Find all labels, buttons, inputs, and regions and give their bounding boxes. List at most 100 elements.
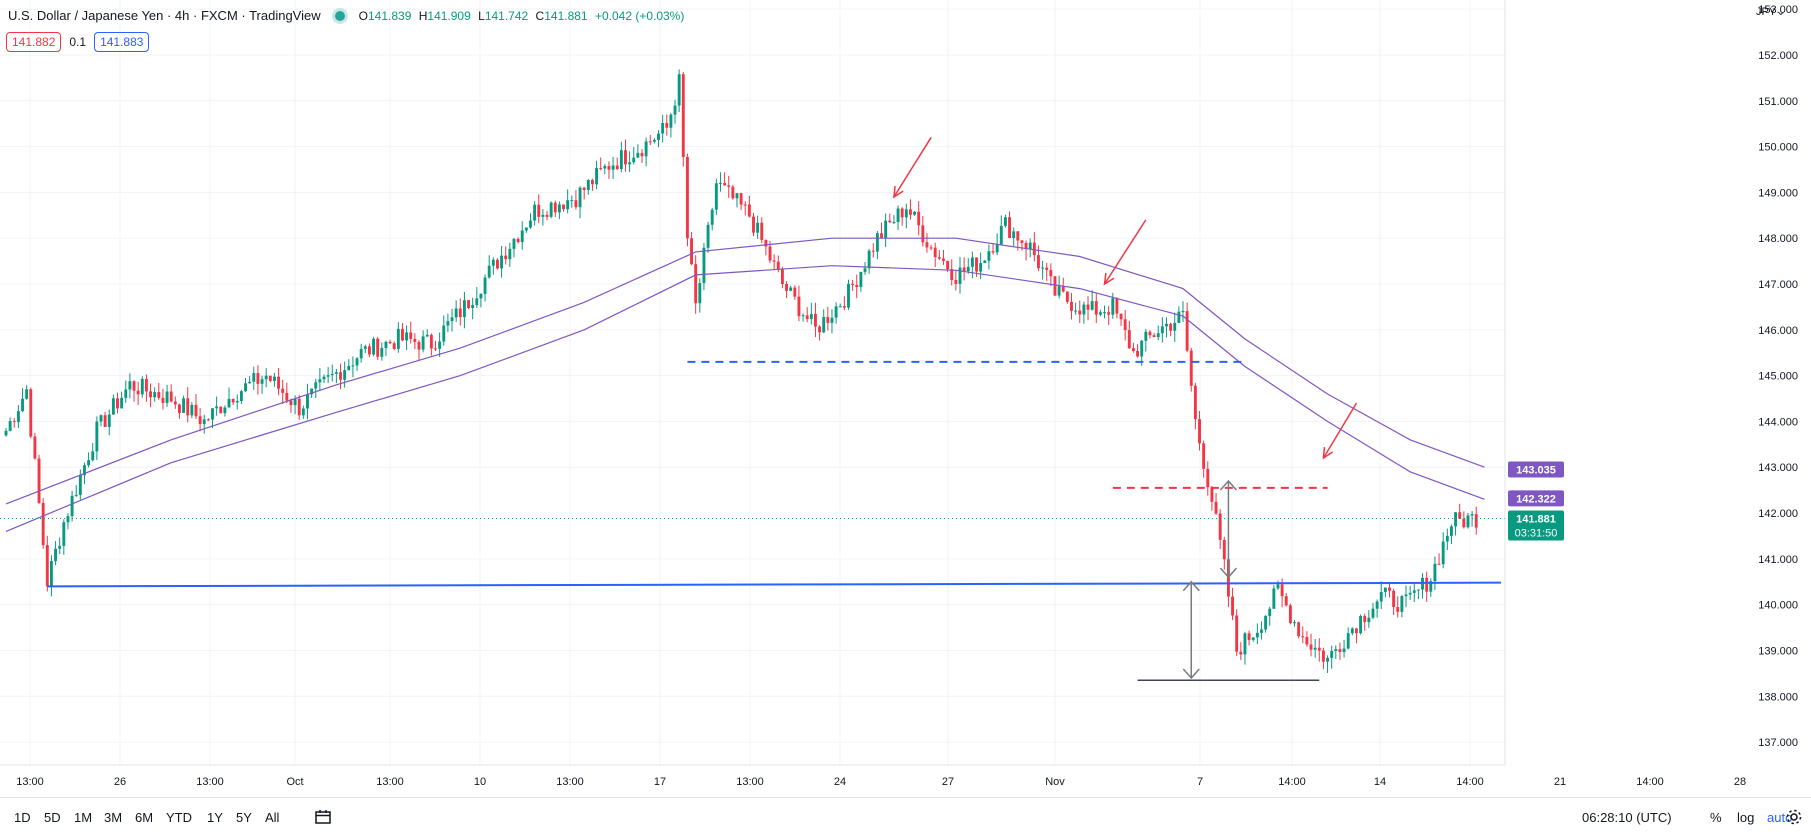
measure-arrow-head	[1182, 580, 1200, 592]
range-3m-button[interactable]: 3M	[104, 810, 123, 825]
candle-body	[1016, 231, 1020, 241]
candle-body	[231, 398, 235, 403]
candle-body	[970, 257, 974, 267]
candle-body	[636, 152, 640, 158]
candle-body	[958, 267, 962, 284]
time-tick-label: 13:00	[16, 776, 44, 788]
candle-body	[467, 300, 470, 309]
candle-body	[954, 280, 958, 284]
price-axis[interactable]: 137.000 138.000 139.000 140.000 141.000 142.0…	[1504, 0, 1811, 797]
candle-body	[1115, 298, 1119, 314]
candle-body	[942, 258, 945, 261]
range-1y-button[interactable]: 1Y	[207, 810, 223, 825]
candle-body	[454, 308, 458, 318]
auto-scale-toggle[interactable]: auto	[1767, 810, 1793, 825]
candle-body	[409, 332, 413, 339]
candle-body	[392, 343, 396, 349]
price-tick-label: 147.000	[1758, 279, 1798, 291]
calendar-range-icon[interactable]	[314, 808, 332, 826]
range-ytd-button[interactable]: YTD	[166, 810, 192, 825]
red-arrow	[1103, 219, 1147, 285]
candle-body	[805, 315, 809, 320]
candle-body	[314, 382, 318, 389]
candle-body	[434, 348, 437, 350]
price-tick-label: 141.000	[1758, 554, 1798, 566]
candle-body	[1458, 512, 1462, 519]
candle-body	[1165, 323, 1168, 327]
range-6m-button[interactable]: 6M	[135, 810, 154, 825]
time-axis[interactable]: 13:00 26 13:00 Oct 13:00 10 13:00 17 13:00 24 27 No…	[0, 764, 1746, 788]
candle-body	[264, 375, 268, 380]
measure-arrow-head	[1219, 479, 1237, 491]
candle-body	[640, 152, 644, 157]
range-5d-button[interactable]: 5D	[44, 810, 61, 825]
candle-body	[1350, 628, 1354, 634]
candle-body	[491, 259, 495, 266]
candle-body	[363, 346, 367, 349]
time-tick-label: 7	[1197, 776, 1203, 788]
sell-button[interactable]: 141.882	[6, 32, 62, 52]
log-scale-toggle[interactable]: log	[1737, 810, 1755, 825]
candle-body	[396, 328, 400, 349]
candle-body	[776, 261, 780, 270]
candle-body	[520, 230, 524, 243]
candle-body	[78, 475, 82, 495]
symbol-title[interactable]: U.S. Dollar / Japanese Yen · 4h · FXCM ·…	[8, 8, 321, 23]
countdown-label: 03:31:50	[1515, 528, 1558, 540]
candle-body	[1326, 657, 1329, 662]
candle-body	[619, 150, 623, 170]
candle-body	[37, 458, 41, 503]
candle-body	[624, 150, 627, 165]
candle-body	[1313, 647, 1317, 650]
candle-body	[537, 204, 541, 217]
candle-body	[206, 419, 210, 421]
candle-body	[826, 317, 830, 323]
candle-body	[124, 389, 128, 398]
percent-scale-toggle[interactable]: %	[1710, 810, 1722, 825]
candle-body	[268, 375, 272, 381]
candle-body	[822, 317, 826, 333]
candle-body	[1107, 312, 1111, 315]
candle-body	[892, 222, 896, 224]
gear-icon[interactable]	[1785, 808, 1803, 826]
candle-body	[830, 317, 834, 323]
candle-body	[248, 381, 252, 384]
candle-body	[1082, 304, 1086, 315]
candle-body	[219, 406, 223, 414]
candle-body	[1070, 301, 1073, 311]
candle-body	[504, 255, 508, 260]
candle-body	[194, 404, 198, 417]
time-tick-label: 24	[834, 776, 846, 788]
candle-body	[880, 233, 883, 238]
candle-body	[1090, 301, 1094, 310]
price-chart[interactable]: 137.000 138.000 139.000 140.000 141.000 142.0…	[0, 0, 1811, 797]
range-1m-button[interactable]: 1M	[74, 810, 93, 825]
candle-body	[384, 341, 388, 348]
candle-body	[483, 277, 487, 294]
utc-clock[interactable]: 06:28:10 (UTC)	[1582, 810, 1672, 825]
candle-body	[1284, 596, 1288, 606]
candle-body	[227, 398, 231, 408]
candle-body	[450, 317, 454, 322]
candle-body	[1103, 312, 1106, 314]
buy-button[interactable]: 141.883	[94, 32, 150, 52]
candle-body	[1222, 539, 1226, 560]
price-tick-label: 148.000	[1758, 233, 1798, 245]
range-1d-button[interactable]: 1D	[14, 810, 31, 825]
time-tick-label: 14:00	[1456, 776, 1484, 788]
candle-body	[54, 548, 58, 562]
time-tick-label: 13:00	[556, 776, 584, 788]
candle-body	[603, 166, 607, 169]
candle-body	[1065, 291, 1069, 302]
candle-body	[578, 187, 582, 208]
candle-body	[950, 269, 954, 281]
range-5y-button[interactable]: 5Y	[236, 810, 252, 825]
candle-body	[169, 391, 173, 402]
candle-body	[842, 306, 846, 308]
range-all-button[interactable]: All	[265, 810, 280, 825]
last-price-label-bg	[1508, 510, 1564, 541]
candle-body	[681, 74, 685, 157]
candle-body	[1119, 313, 1123, 320]
currency-selector[interactable]: JPY⌄	[1756, 6, 1786, 18]
candle-body	[801, 315, 805, 317]
